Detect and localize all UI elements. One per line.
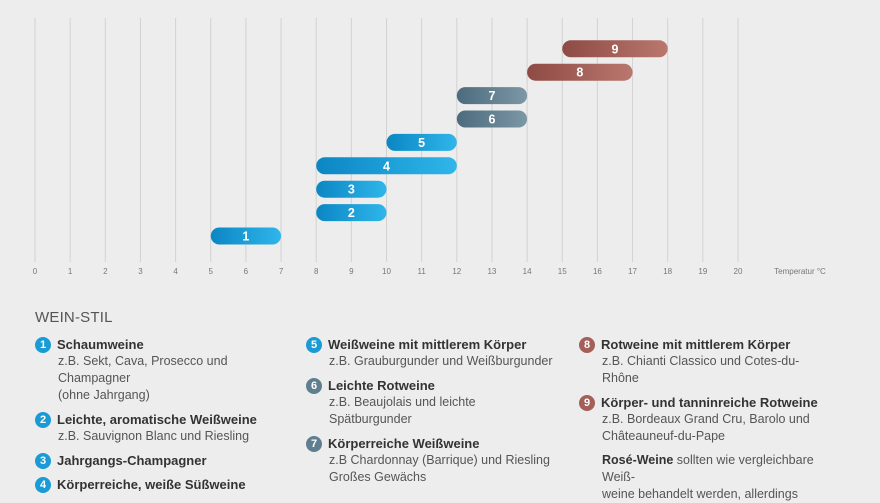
x-tick-label: 19 bbox=[698, 267, 707, 276]
x-tick-label: 3 bbox=[138, 267, 143, 276]
bar-label-3: 3 bbox=[348, 183, 355, 197]
legend-item-title: Leichte Rotweine bbox=[328, 378, 435, 393]
x-axis-label: Temperatur °C bbox=[774, 267, 826, 276]
range-bar-4 bbox=[316, 157, 457, 175]
legend-number-badge: 9 bbox=[579, 394, 595, 411]
bar-label-7: 7 bbox=[488, 89, 495, 103]
range-bar-9 bbox=[562, 40, 668, 58]
legend-item-1: 1 Schaumweine z.B. Sekt, Cava, Prosecco un… bbox=[35, 336, 285, 404]
legend-item-head: 9 Körper- und tanninreiche Rotweine bbox=[579, 394, 829, 411]
legend-item-6: 6 Leichte Rotweine z.B. Beaujolais und lei… bbox=[306, 377, 556, 428]
x-tick-label: 0 bbox=[33, 267, 38, 276]
temperature-chart: 0 1 2 3 4 5 6 7 8 9 10 11 12 13 14 15 16 17 18 19 20 Temperat… bbox=[33, 18, 826, 276]
rose-note: Rosé-Weine sollten wie vergleichbare Wei… bbox=[602, 452, 829, 503]
x-tick-label: 6 bbox=[244, 267, 249, 276]
legend-item-title: Rotweine mit mittlerem Körper bbox=[601, 337, 791, 352]
bar-label-9: 9 bbox=[611, 42, 618, 56]
x-tick-label: 18 bbox=[663, 267, 672, 276]
legend-number-badge: 4 bbox=[35, 476, 51, 493]
legend-item-4: 4 Körperreiche, weiße Süßweine bbox=[35, 476, 285, 493]
page: 0 1 2 3 4 5 6 7 8 9 10 11 12 13 14 15 16 17 18 19 20 Temperat… bbox=[33, 18, 826, 501]
legend-item-2: 2 Leichte, aromatische Weißweine z.B. Sauv… bbox=[35, 411, 285, 445]
bar-label-5: 5 bbox=[418, 136, 425, 150]
legend-number-badge: 8 bbox=[579, 336, 595, 353]
x-tick-label: 14 bbox=[523, 267, 532, 276]
rose-note-bold: Rosé-Weine bbox=[602, 453, 674, 467]
range-bar-8 bbox=[527, 63, 633, 81]
x-tick-label: 8 bbox=[314, 267, 319, 276]
legend-number-badge: 6 bbox=[306, 377, 322, 394]
x-tick-label: 15 bbox=[558, 267, 567, 276]
legend-item-title: Körper- und tanninreiche Rotweine bbox=[601, 395, 818, 410]
range-bar-3 bbox=[316, 180, 387, 198]
legend-item-head: 7 Körperreiche Weißweine bbox=[306, 435, 556, 452]
legend-item-3: 3 Jahrgangs-Champagner bbox=[35, 452, 285, 469]
x-tick-label: 9 bbox=[349, 267, 354, 276]
legend-item-description: z.B. Bordeaux Grand Cru, Barolo und Chât… bbox=[602, 412, 810, 443]
legend-column-3: 8 Rotweine mit mittlerem Körper z.B. Chian… bbox=[579, 336, 829, 503]
legend-number-badge: 3 bbox=[35, 452, 51, 469]
legend-item-title: Jahrgangs-Champagner bbox=[57, 453, 207, 468]
legend-item-head: 4 Körperreiche, weiße Süßweine bbox=[35, 476, 285, 493]
legend-item-head: 1 Schaumweine bbox=[35, 336, 285, 353]
bar-label-6: 6 bbox=[488, 113, 495, 127]
x-tick-label: 11 bbox=[417, 267, 426, 276]
x-tick-label: 12 bbox=[452, 267, 461, 276]
legend-item-head: 6 Leichte Rotweine bbox=[306, 377, 556, 394]
legend-title: WEIN-STIL bbox=[35, 309, 113, 326]
bar-label-4: 4 bbox=[383, 159, 390, 173]
legend-number-badge: 2 bbox=[35, 411, 51, 428]
legend-item-description: z.B Chardonnay (Barrique) und Riesling G… bbox=[329, 453, 550, 484]
legend-item-description: z.B. Sekt, Cava, Prosecco und Champagner… bbox=[58, 354, 228, 402]
legend-column-2: 5 Weißweine mit mittlerem Körper z.B. Grau… bbox=[306, 336, 556, 493]
legend-item-5: 5 Weißweine mit mittlerem Körper z.B. Grau… bbox=[306, 336, 556, 370]
legend-item-8: 8 Rotweine mit mittlerem Körper z.B. Chian… bbox=[579, 336, 829, 387]
legend-number-badge: 5 bbox=[306, 336, 322, 353]
legend-item-title: Körperreiche Weißweine bbox=[328, 436, 480, 451]
x-tick-label: 16 bbox=[593, 267, 602, 276]
legend-number-badge: 1 bbox=[35, 336, 51, 353]
range-bar-7 bbox=[456, 87, 528, 105]
x-tick-label: 10 bbox=[382, 267, 391, 276]
bar-label-2: 2 bbox=[348, 206, 355, 220]
legend-item-title: Leichte, aromatische Weißweine bbox=[57, 412, 257, 427]
legend-item-description: z.B. Chianti Classico und Cotes-du-Rhône bbox=[602, 354, 800, 385]
x-tick-label: 17 bbox=[628, 267, 637, 276]
legend-item-description: z.B. Beaujolais und leichte Spätburgunde… bbox=[329, 395, 476, 426]
x-tick-label: 5 bbox=[209, 267, 214, 276]
legend-item-head: 8 Rotweine mit mittlerem Körper bbox=[579, 336, 829, 353]
x-tick-label: 20 bbox=[734, 267, 743, 276]
range-bar-1 bbox=[210, 227, 282, 245]
legend-item-title: Schaumweine bbox=[57, 337, 144, 352]
legend-item-title: Körperreiche, weiße Süßweine bbox=[57, 477, 246, 492]
legend-item-head: 5 Weißweine mit mittlerem Körper bbox=[306, 336, 556, 353]
legend-item-title: Weißweine mit mittlerem Körper bbox=[328, 337, 527, 352]
legend-item-description: z.B. Grauburgunder und Weißburgunder bbox=[329, 354, 553, 368]
x-tick-label: 1 bbox=[68, 267, 73, 276]
legend-item-head: 2 Leichte, aromatische Weißweine bbox=[35, 411, 285, 428]
x-tick-label: 13 bbox=[487, 267, 496, 276]
legend-item-9: 9 Körper- und tanninreiche Rotweine z.B. B… bbox=[579, 394, 829, 445]
x-tick-label: 2 bbox=[103, 267, 108, 276]
legend-column-1: 1 Schaumweine z.B. Sekt, Cava, Prosecco un… bbox=[35, 336, 285, 500]
bar-label-8: 8 bbox=[576, 66, 583, 80]
x-tick-label: 7 bbox=[279, 267, 284, 276]
legend-number-badge: 7 bbox=[306, 435, 322, 452]
x-tick-label: 4 bbox=[173, 267, 178, 276]
range-bar-6 bbox=[456, 110, 528, 128]
legend-item-description: z.B. Sauvignon Blanc und Riesling bbox=[58, 429, 250, 443]
range-bar-5 bbox=[386, 133, 457, 151]
legend-item-head: 3 Jahrgangs-Champagner bbox=[35, 452, 285, 469]
legend-item-7: 7 Körperreiche Weißweine z.B Chardonnay (B… bbox=[306, 435, 556, 486]
bar-label-1: 1 bbox=[242, 230, 249, 244]
range-bar-2 bbox=[316, 204, 387, 222]
